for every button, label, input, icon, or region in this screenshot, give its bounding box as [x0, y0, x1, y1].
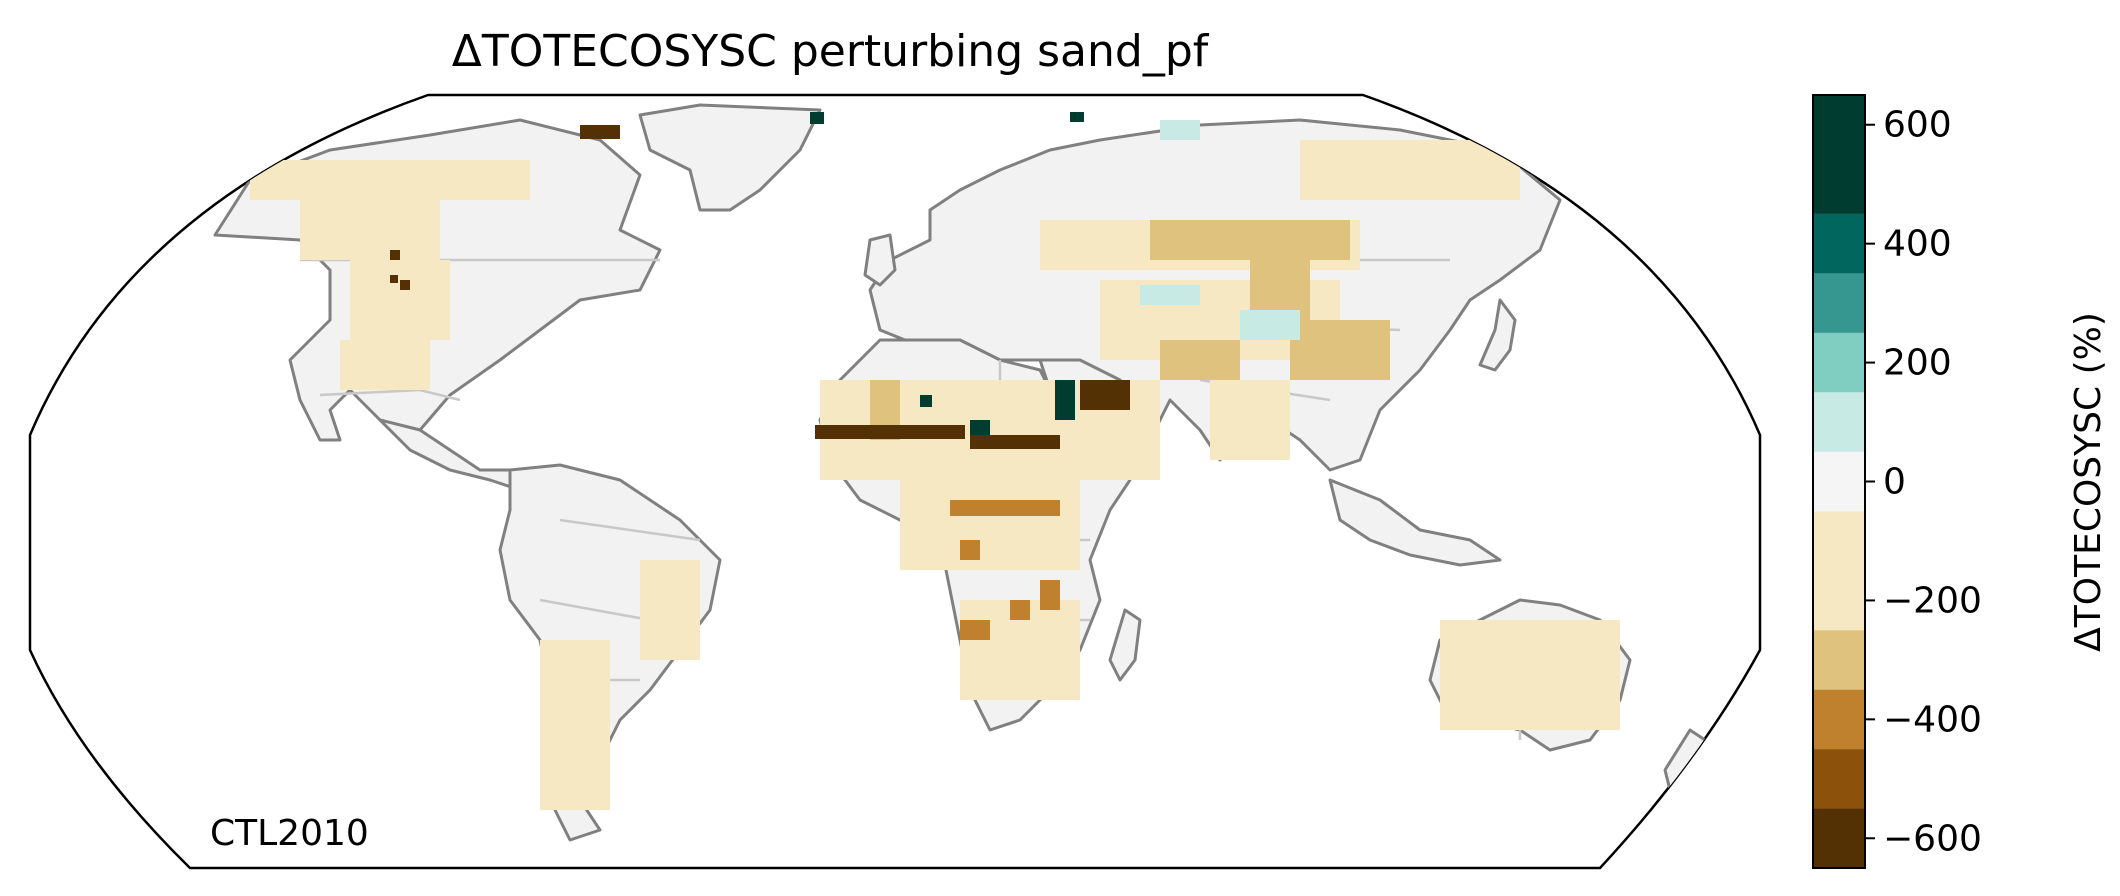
data-cells-light-teal	[1140, 120, 1300, 340]
colorbar: 600 400 200 0 −200 −400 −600	[1812, 94, 1982, 869]
colorbar-tick-label: 200	[1883, 343, 1952, 384]
colorbar-bin	[1813, 451, 1865, 512]
greenland	[638, 103, 822, 212]
colorbar-tick-label: 600	[1883, 105, 1952, 146]
map-title: ΔTOTECOSYSC perturbing sand_pf	[452, 26, 1210, 77]
british-isles	[863, 233, 897, 287]
colorbar-bin	[1813, 808, 1865, 868]
panel-label: CTL2010	[210, 813, 369, 854]
colorbar-bin	[1813, 511, 1865, 631]
colorbar-tick-label: −600	[1883, 818, 1982, 859]
madagascar	[1108, 608, 1142, 682]
colorbar-tick-label: −400	[1883, 699, 1982, 740]
colorbar-tick-label: 400	[1883, 224, 1952, 265]
colorbar-bin	[1813, 630, 1865, 690]
japan	[1478, 298, 1517, 372]
indonesia	[1328, 478, 1502, 567]
data-cells-ochre	[950, 500, 1060, 640]
world-map: CTL2010	[28, 93, 1762, 870]
colorbar-bin	[1813, 213, 1865, 274]
data-cells-teal	[810, 112, 1084, 435]
colorbar-bin	[1813, 392, 1865, 452]
colorbar-tick-label: 0	[1883, 462, 1906, 503]
data-cells-dark-brown	[390, 125, 1130, 449]
colorbar-bin	[1813, 273, 1865, 333]
colorbar-bin	[1813, 749, 1865, 809]
data-cells-tan	[250, 140, 1620, 810]
colorbar-bin	[1813, 689, 1865, 750]
colorbar-bin	[1813, 95, 1865, 214]
colorbar-label: ΔTOTECOSYSC (%)	[2068, 312, 2109, 652]
colorbar-tick-label: −200	[1883, 580, 1982, 621]
colorbar-bin	[1813, 332, 1865, 393]
